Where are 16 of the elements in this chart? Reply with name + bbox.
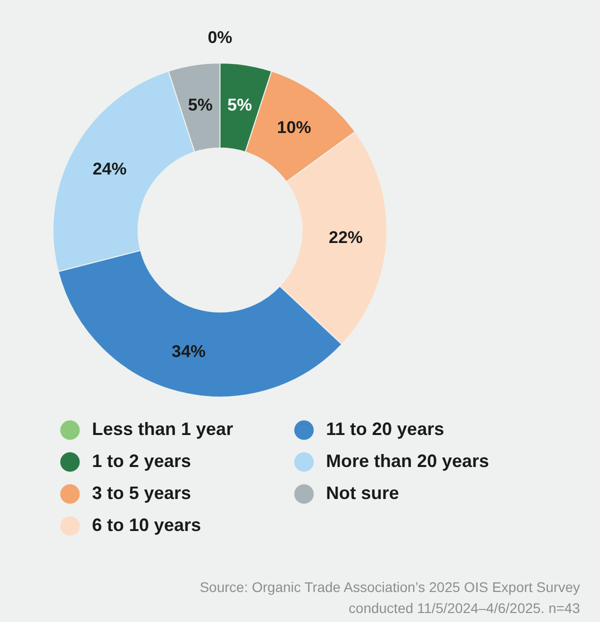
legend-label: 6 to 10 years [92,515,202,535]
legend-label: Not sure [326,483,400,503]
data-label: 10% [277,118,312,138]
data-label: 5% [227,96,252,115]
legend-label: 11 to 20 years [326,419,444,440]
data-label: 22% [328,228,363,247]
data-label: 24% [92,159,127,178]
data-label: 5% [188,96,213,115]
source-note: Source: Organic Trade Association’s 2025 OIS Export Survey [200,579,580,595]
legend-label: 1 to 2 years [92,451,192,471]
legend-label: 3 to 5 years [92,483,192,503]
data-label: 34% [172,342,206,362]
text: conducted 11/5/2024–4/6/2025. n=43 [348,600,580,616]
text: 0% [208,28,232,47]
legend-label: Less than 1 year [92,419,234,440]
legend-label: More than 20 years [326,451,490,471]
